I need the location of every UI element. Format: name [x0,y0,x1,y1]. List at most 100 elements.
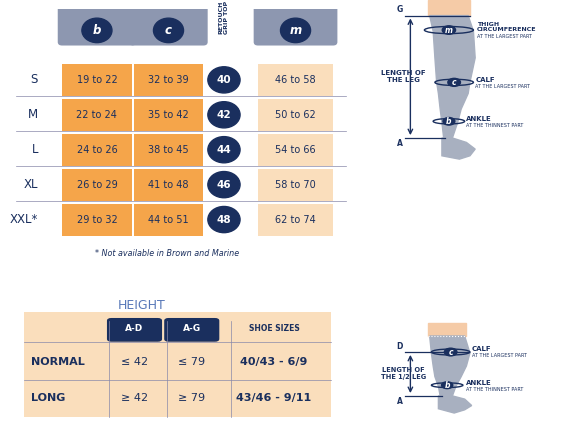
FancyBboxPatch shape [62,134,132,166]
Text: 19 to 22: 19 to 22 [77,75,118,85]
Text: ANKLE: ANKLE [466,380,492,386]
Text: ≥ 42: ≥ 42 [121,393,148,403]
Text: NORMAL: NORMAL [31,357,85,367]
Text: LENGTH OF
THE 1/2 LEG: LENGTH OF THE 1/2 LEG [381,368,426,380]
Text: c: c [448,348,453,357]
Text: XXL*: XXL* [10,213,38,226]
Polygon shape [438,396,471,413]
Polygon shape [428,0,470,15]
Text: CALF: CALF [157,0,180,3]
Text: S: S [31,73,38,86]
Circle shape [208,102,240,128]
Text: AT THE LARGEST PART: AT THE LARGEST PART [471,354,527,358]
Text: XL: XL [23,178,38,191]
FancyBboxPatch shape [58,0,136,45]
FancyBboxPatch shape [258,134,333,166]
Circle shape [208,137,240,163]
Text: 41 to 48: 41 to 48 [148,180,189,190]
FancyBboxPatch shape [62,64,132,96]
Circle shape [448,78,461,86]
Text: A-D: A-D [126,324,144,333]
Text: ≤ 79: ≤ 79 [178,357,205,367]
Polygon shape [442,138,475,159]
Polygon shape [428,323,466,336]
Polygon shape [429,15,475,138]
Text: 29 to 32: 29 to 32 [77,214,118,225]
Text: THIGH
CIRCUMFERENCE: THIGH CIRCUMFERENCE [477,21,536,32]
Text: M: M [28,108,38,121]
FancyBboxPatch shape [62,169,132,201]
Circle shape [208,67,240,93]
FancyBboxPatch shape [258,204,333,235]
Circle shape [281,18,311,43]
FancyBboxPatch shape [258,169,333,201]
Text: 46 to 58: 46 to 58 [275,75,316,85]
Text: CALF: CALF [475,77,495,83]
FancyBboxPatch shape [130,0,208,45]
Text: ≤ 42: ≤ 42 [121,357,148,367]
Text: G: G [396,6,403,15]
Text: AT THE LARGEST PART: AT THE LARGEST PART [475,84,530,89]
Text: 44: 44 [216,145,231,155]
Text: AT THE LARGEST PART: AT THE LARGEST PART [477,34,532,39]
Text: LONG: LONG [31,393,65,403]
FancyBboxPatch shape [258,99,333,131]
FancyBboxPatch shape [133,134,203,166]
Text: m: m [445,26,453,35]
Text: D: D [396,342,403,351]
FancyBboxPatch shape [133,64,203,96]
Text: 22 to 24: 22 to 24 [77,110,118,120]
Text: 26 to 29: 26 to 29 [77,180,118,190]
Text: RETOUCH
GRIP TOP: RETOUCH GRIP TOP [219,0,229,34]
FancyBboxPatch shape [164,318,219,342]
Polygon shape [429,336,470,396]
Text: L: L [31,143,38,156]
Text: AT THE THINNEST PART: AT THE THINNEST PART [466,123,524,128]
FancyBboxPatch shape [62,99,132,131]
Text: AT THE THINNEST PART: AT THE THINNEST PART [466,386,524,392]
Circle shape [208,206,240,233]
FancyBboxPatch shape [254,0,337,45]
Text: 42: 42 [216,110,231,120]
Text: 40/43 - 6/9: 40/43 - 6/9 [240,357,308,367]
Text: b: b [444,380,450,390]
Text: 48: 48 [216,214,231,225]
FancyBboxPatch shape [107,318,162,342]
Text: 62 to 74: 62 to 74 [275,214,316,225]
Text: ANKLE: ANKLE [82,0,112,3]
Text: SHOE SIZES: SHOE SIZES [249,324,299,333]
Circle shape [443,118,455,125]
Text: 35 to 42: 35 to 42 [148,110,189,120]
Text: c: c [452,78,457,87]
FancyBboxPatch shape [62,204,132,235]
FancyBboxPatch shape [24,312,331,416]
Text: ≥ 79: ≥ 79 [178,393,205,403]
Text: A: A [397,139,403,148]
Circle shape [441,382,453,389]
Circle shape [444,348,457,356]
Circle shape [82,18,112,43]
Text: 40: 40 [216,75,231,85]
FancyBboxPatch shape [133,99,203,131]
Text: CALF: CALF [471,346,491,353]
Text: 46: 46 [216,180,231,190]
Text: HEIGHT: HEIGHT [118,299,165,312]
Text: 54 to 66: 54 to 66 [275,145,316,155]
Circle shape [208,172,240,198]
FancyBboxPatch shape [258,64,333,96]
Text: m: m [290,24,302,37]
Text: LENGTH OF
THE LEG: LENGTH OF THE LEG [381,70,425,83]
FancyBboxPatch shape [133,169,203,201]
Text: 43/46 - 9/11: 43/46 - 9/11 [236,393,312,403]
Circle shape [442,26,456,34]
Text: 44 to 51: 44 to 51 [148,214,189,225]
Text: * Not available in Brown and Marine: * Not available in Brown and Marine [95,249,239,258]
Text: 24 to 26: 24 to 26 [77,145,118,155]
Text: 58 to 70: 58 to 70 [275,180,316,190]
Text: c: c [165,24,172,37]
Text: 38 to 45: 38 to 45 [148,145,189,155]
Text: THIGH: THIGH [281,0,310,3]
Text: b: b [446,117,452,126]
Text: ANKLE: ANKLE [466,116,492,122]
Circle shape [153,18,183,43]
